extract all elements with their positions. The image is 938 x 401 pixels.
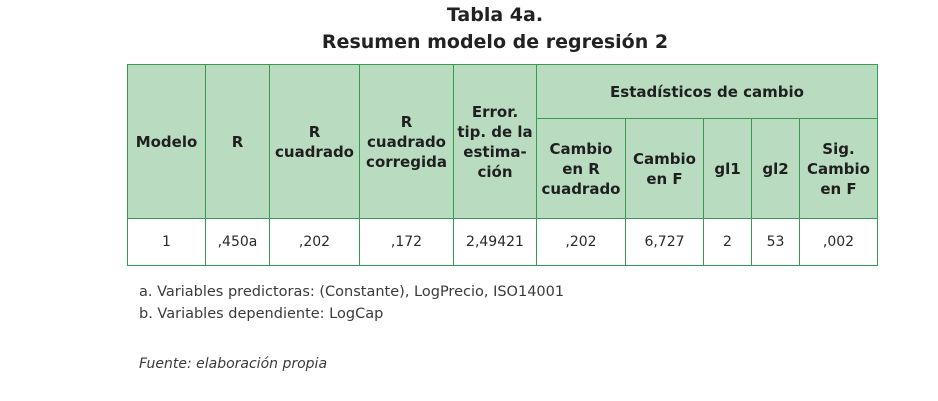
regression-summary-table: Modelo R R cuadrado R cuadrado corregida… <box>127 64 878 266</box>
cell-sig-cambio-f: ,002 <box>799 218 878 266</box>
table-row: 1 ,450a ,202 ,172 2,49421 ,202 6,727 2 5… <box>127 218 878 266</box>
header-sig-cambio-f: Sig. Cambio en F <box>799 118 878 219</box>
footnote-a: a. Variables predictoras: (Constante), L… <box>139 284 565 300</box>
footnote-b: b. Variables dependiente: LogCap <box>139 306 384 322</box>
source-note: Fuente: elaboración propia <box>139 356 328 372</box>
cell-gl1: 2 <box>703 218 752 266</box>
header-r-cuadrado: R cuadrado <box>269 64 360 219</box>
cell-r-cuadrado: ,202 <box>269 218 360 266</box>
header-row-sub: Cambio en R cuadrado Cambio en F gl1 gl2… <box>128 118 878 219</box>
header-gl1: gl1 <box>703 118 752 219</box>
cell-modelo: 1 <box>127 218 206 266</box>
cell-cambio-f: 6,727 <box>625 218 704 266</box>
cell-r: ,450a <box>205 218 270 266</box>
table-caption-number: Tabla 4a. <box>446 4 544 26</box>
header-cambio-f: Cambio en F <box>625 118 704 219</box>
header-modelo: Modelo <box>127 64 206 219</box>
cell-r-cuadrado-corregida: ,172 <box>359 218 454 266</box>
cell-gl2: 53 <box>751 218 800 266</box>
header-gl2: gl2 <box>751 118 800 219</box>
header-row-top: Modelo R R cuadrado R cuadrado corregida… <box>127 64 878 219</box>
header-cambio-r-cuadrado: Cambio en R cuadrado <box>536 118 626 219</box>
header-error-tip: Error. tip. de la estima- ción <box>453 64 537 219</box>
header-estadisticos-de-cambio: Estadísticos de cambio <box>536 64 878 119</box>
cell-cambio-r-cuadrado: ,202 <box>536 218 626 266</box>
header-r-cuadrado-corregida: R cuadrado corregida <box>359 64 454 219</box>
table-caption-title: Resumen modelo de regresión 2 <box>321 31 669 53</box>
header-r: R <box>205 64 270 219</box>
cell-error-tip: 2,49421 <box>453 218 537 266</box>
